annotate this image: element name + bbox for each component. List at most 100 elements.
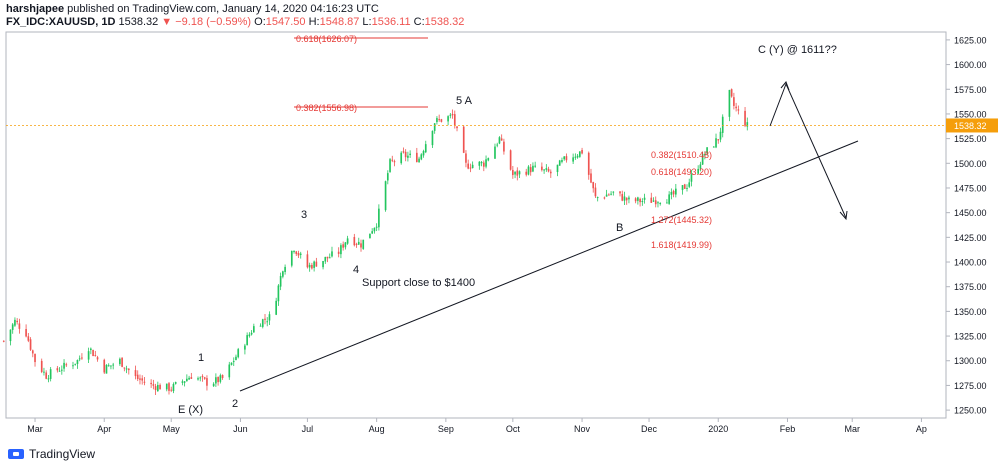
candle-body (29, 339, 32, 350)
x-tick-label: Nov (574, 424, 591, 434)
candle-body (728, 89, 731, 117)
candle-body (407, 155, 409, 158)
candle-body (212, 383, 215, 387)
candle-body (556, 164, 559, 172)
candle-body (643, 197, 646, 200)
candle-body (56, 368, 59, 371)
candle-body (668, 194, 670, 204)
candle-body (547, 168, 550, 172)
candle-body (375, 226, 378, 228)
candle-body (311, 264, 313, 269)
author-name[interactable]: harshjapee (6, 3, 65, 15)
candle-body (290, 250, 293, 266)
y-tick-label: 1550.00 (954, 109, 987, 119)
candle-body (371, 231, 374, 234)
candle-body (744, 110, 746, 126)
candle-body (494, 146, 496, 159)
candle-body (701, 153, 704, 165)
candle-body (594, 187, 597, 197)
candle-body (456, 126, 458, 129)
candle-body (168, 383, 170, 391)
candle-body (572, 157, 574, 162)
candle-body (275, 300, 278, 315)
candle-body (737, 109, 740, 111)
candle-body (561, 160, 563, 162)
candle-body (96, 357, 99, 360)
candle-body (592, 182, 595, 189)
candle-body (43, 371, 45, 373)
x-tick-label: Oct (506, 424, 521, 434)
annotation-label: C (Y) @ 1611?? (758, 44, 837, 56)
candle-body (16, 320, 19, 323)
high-value: 1548.87 (319, 16, 360, 28)
x-tick-label: Jun (233, 424, 248, 434)
candle-body (436, 118, 438, 123)
candle-body (697, 168, 699, 174)
candle-body (386, 173, 389, 181)
candle-body (516, 170, 519, 176)
candle-body (576, 155, 579, 158)
candle-body (344, 242, 347, 248)
ohlc-line: FX_IDC:XAUUSD, 1D 1538.32 ▼ −9.18 (−0.59… (6, 16, 464, 28)
candle-body (123, 367, 126, 369)
candle-body (337, 251, 340, 254)
candle-body (639, 198, 641, 203)
candle-body (565, 156, 568, 161)
annotation-label: Support close to $1400 (362, 277, 475, 289)
candle-body (331, 251, 333, 257)
candle-body (509, 150, 512, 170)
candle-body (652, 200, 655, 202)
candle-body (136, 374, 139, 380)
candle-body (253, 326, 255, 333)
candle-body (690, 174, 693, 182)
y-tick-label: 1300.00 (954, 356, 987, 366)
candle-body (409, 153, 411, 155)
annotation-label: 1.272(1445.32) (651, 215, 712, 225)
candle-body (282, 271, 284, 277)
annotation-label: 0.382(1510.48) (651, 150, 712, 160)
candle-body (18, 323, 21, 329)
change-value: ▼ −9.18 (−0.59%) (161, 16, 252, 28)
candle-body (587, 152, 590, 175)
candle-body (150, 382, 152, 385)
annotation-label: 0.382(1556.98) (296, 103, 357, 113)
x-tick-label: Sep (438, 424, 454, 434)
candle-body (103, 359, 106, 373)
candle-body (706, 147, 708, 154)
candle-body (478, 161, 481, 166)
candle-body (188, 377, 190, 380)
candle-body (141, 378, 144, 381)
x-tick-label: Mar (27, 424, 43, 434)
candle-body (581, 150, 583, 154)
candle-body (31, 350, 34, 354)
candle-body (447, 116, 449, 122)
candle-body (525, 171, 528, 175)
tradingview-footer[interactable]: TradingView (8, 447, 95, 461)
candle-body (402, 151, 405, 153)
candle-body (11, 324, 14, 330)
candle-body (279, 275, 282, 287)
candle-body (438, 119, 440, 121)
candle-body (170, 389, 173, 391)
candle-body (76, 359, 79, 364)
candle-body (558, 160, 561, 166)
candle-body (183, 381, 186, 383)
candle-body (357, 241, 360, 245)
candle-body (78, 358, 81, 360)
x-tick-label: 2020 (708, 424, 728, 434)
candle-body (451, 114, 454, 116)
x-tick-label: Aug (369, 424, 385, 434)
candle-body (72, 365, 74, 367)
candle-body (480, 162, 483, 164)
candle-body (92, 349, 94, 357)
candle-body (717, 139, 720, 141)
candle-body (246, 335, 248, 346)
candle-body (449, 114, 452, 116)
candle-body (65, 364, 68, 366)
candle-body (415, 152, 418, 162)
candle-body (74, 363, 77, 365)
candle-body (712, 146, 715, 148)
x-tick-label: Apr (97, 424, 111, 434)
candle-body (683, 184, 686, 189)
